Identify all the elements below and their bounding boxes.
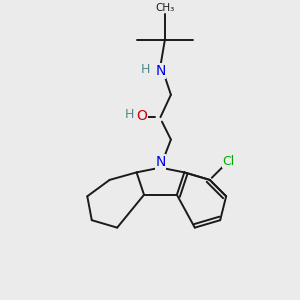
Text: N: N (155, 64, 166, 78)
Text: O: O (136, 109, 147, 123)
Text: CH₃: CH₃ (155, 3, 175, 13)
Text: N: N (155, 155, 166, 169)
Text: H: H (141, 63, 150, 76)
Text: Cl: Cl (222, 154, 235, 167)
Text: H: H (124, 108, 134, 121)
